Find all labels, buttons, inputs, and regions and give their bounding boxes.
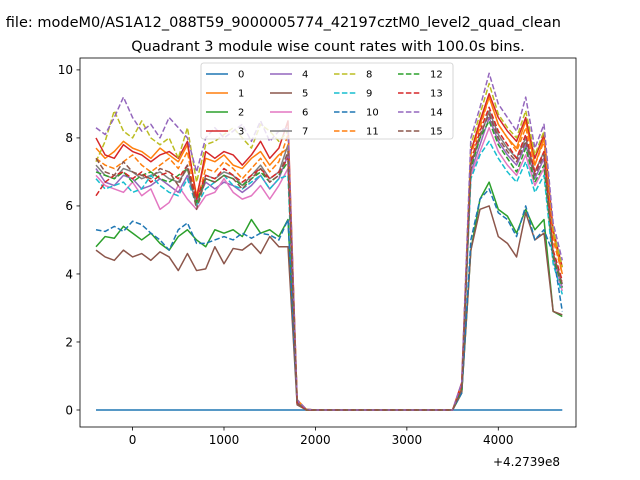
plot-layer — [95, 72, 564, 411]
legend-label-5: 5 — [302, 89, 308, 100]
legend-label-3: 3 — [238, 127, 244, 138]
y-tick-label: 0 — [65, 403, 73, 417]
x-tick-label: 1000 — [209, 433, 240, 447]
chart-title: Quadrant 3 module wise count rates with … — [131, 39, 525, 55]
y-tick-label: 4 — [65, 267, 73, 281]
x-tick-label: 3000 — [392, 433, 423, 447]
y-tick-label: 6 — [65, 199, 73, 213]
legend-label-10: 10 — [366, 108, 379, 119]
legend-label-14: 14 — [430, 108, 443, 119]
legend-label-1: 1 — [238, 89, 244, 100]
legend-box — [200, 62, 454, 140]
y-tick-label: 8 — [65, 131, 73, 145]
legend-label-8: 8 — [366, 70, 372, 81]
legend-label-7: 7 — [302, 127, 308, 138]
y-tick-label: 10 — [58, 63, 73, 77]
figure-suptitle: n file: modeM0/AS1A12_088T59_9000005774_… — [0, 15, 561, 31]
series-line-14 — [95, 72, 564, 411]
series-line-15 — [95, 113, 564, 411]
y-tick-label: 2 — [65, 335, 73, 349]
legend-label-0: 0 — [238, 70, 244, 81]
legend-label-12: 12 — [430, 70, 443, 81]
legend-label-13: 13 — [430, 89, 443, 100]
x-tick-label: 0 — [129, 433, 137, 447]
x-offset-label: +4.2739e8 — [493, 455, 560, 469]
legend-label-6: 6 — [302, 108, 308, 119]
legend-label-2: 2 — [238, 108, 244, 119]
legend-label-15: 15 — [430, 127, 443, 138]
x-tick-label: 2000 — [300, 433, 331, 447]
x-tick-label: 4000 — [483, 433, 514, 447]
series-line-8 — [95, 82, 564, 411]
legend-label-4: 4 — [302, 70, 308, 81]
legend-label-9: 9 — [366, 89, 372, 100]
axes-frame — [79, 57, 577, 428]
legend-label-11: 11 — [366, 127, 379, 138]
